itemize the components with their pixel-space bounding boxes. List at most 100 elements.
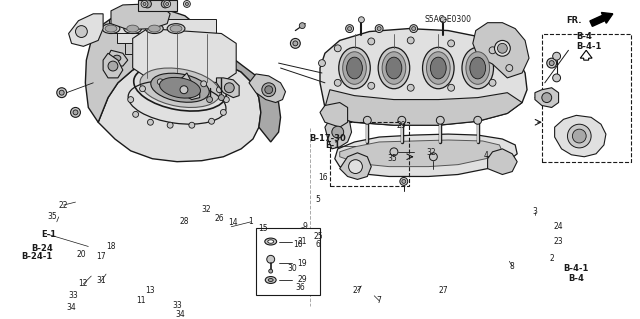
Polygon shape: [138, 0, 177, 11]
Polygon shape: [535, 88, 559, 108]
Polygon shape: [473, 23, 529, 78]
Ellipse shape: [268, 240, 274, 243]
Ellipse shape: [102, 24, 120, 33]
Polygon shape: [132, 29, 236, 83]
Circle shape: [542, 93, 552, 102]
Text: 28: 28: [179, 217, 189, 226]
Text: E-1: E-1: [42, 230, 56, 239]
Bar: [542, 33, 630, 162]
Text: 32: 32: [427, 148, 436, 157]
Circle shape: [164, 1, 171, 7]
Text: 17: 17: [96, 252, 106, 261]
Circle shape: [186, 3, 188, 5]
Text: 22: 22: [59, 201, 68, 210]
Ellipse shape: [339, 47, 371, 89]
Ellipse shape: [462, 47, 493, 89]
Ellipse shape: [113, 55, 121, 61]
Circle shape: [436, 116, 444, 124]
Ellipse shape: [466, 52, 490, 84]
Ellipse shape: [124, 24, 141, 33]
Circle shape: [400, 177, 408, 185]
Text: 4: 4: [483, 151, 488, 160]
Circle shape: [108, 61, 118, 71]
Circle shape: [132, 111, 139, 117]
Text: E-1: E-1: [325, 141, 340, 151]
Ellipse shape: [347, 57, 362, 79]
Text: 14: 14: [228, 218, 238, 227]
Circle shape: [572, 129, 586, 143]
Text: 29: 29: [396, 121, 406, 130]
Circle shape: [143, 0, 152, 8]
Ellipse shape: [422, 47, 454, 89]
Polygon shape: [98, 57, 261, 162]
Text: B-4-1: B-4-1: [577, 42, 602, 51]
Circle shape: [349, 160, 362, 174]
Polygon shape: [325, 90, 522, 125]
Circle shape: [70, 108, 81, 117]
Ellipse shape: [148, 25, 160, 32]
Circle shape: [265, 86, 273, 94]
Ellipse shape: [151, 73, 209, 102]
Circle shape: [225, 83, 234, 93]
Circle shape: [319, 60, 325, 67]
Circle shape: [489, 47, 496, 54]
Polygon shape: [340, 140, 502, 167]
Circle shape: [553, 74, 561, 82]
Text: 1: 1: [248, 217, 253, 226]
Circle shape: [189, 122, 195, 128]
Text: 27: 27: [353, 286, 362, 295]
Circle shape: [184, 1, 190, 7]
Circle shape: [262, 83, 276, 97]
Polygon shape: [320, 102, 348, 127]
Circle shape: [201, 81, 207, 87]
Polygon shape: [132, 52, 202, 66]
Circle shape: [547, 58, 557, 68]
FancyArrow shape: [590, 12, 613, 26]
Circle shape: [167, 122, 173, 128]
Circle shape: [402, 179, 406, 183]
Text: 32: 32: [202, 205, 211, 214]
Ellipse shape: [426, 52, 450, 84]
Polygon shape: [117, 30, 212, 43]
Circle shape: [269, 269, 273, 273]
Circle shape: [390, 148, 398, 156]
Polygon shape: [109, 19, 216, 33]
Circle shape: [440, 17, 446, 23]
Text: 10: 10: [294, 240, 303, 249]
Circle shape: [346, 25, 353, 33]
Polygon shape: [335, 134, 517, 176]
Polygon shape: [85, 9, 207, 122]
Circle shape: [495, 41, 510, 56]
Text: 6: 6: [316, 240, 321, 249]
Circle shape: [267, 255, 275, 263]
Polygon shape: [182, 73, 200, 100]
Text: 18: 18: [106, 242, 116, 251]
Ellipse shape: [268, 278, 273, 281]
Circle shape: [407, 37, 414, 44]
Polygon shape: [320, 29, 527, 125]
Text: 15: 15: [258, 224, 268, 233]
Text: B-4-1: B-4-1: [564, 264, 589, 273]
Ellipse shape: [470, 57, 486, 79]
Polygon shape: [488, 149, 517, 174]
Polygon shape: [555, 115, 606, 157]
Polygon shape: [106, 50, 128, 66]
Polygon shape: [125, 41, 207, 54]
Polygon shape: [111, 4, 170, 30]
Text: 33: 33: [172, 301, 182, 310]
Circle shape: [447, 40, 454, 47]
Circle shape: [223, 97, 229, 102]
Circle shape: [218, 95, 225, 100]
Text: 31: 31: [96, 277, 106, 286]
Ellipse shape: [386, 57, 402, 79]
Text: 25: 25: [313, 232, 323, 241]
Circle shape: [447, 84, 454, 91]
Circle shape: [549, 61, 554, 66]
Text: 5: 5: [316, 195, 321, 204]
Text: 35: 35: [387, 154, 397, 163]
Ellipse shape: [145, 24, 163, 33]
Circle shape: [474, 116, 482, 124]
Text: B-17-30: B-17-30: [310, 134, 346, 143]
Ellipse shape: [127, 25, 139, 32]
Circle shape: [179, 78, 185, 84]
